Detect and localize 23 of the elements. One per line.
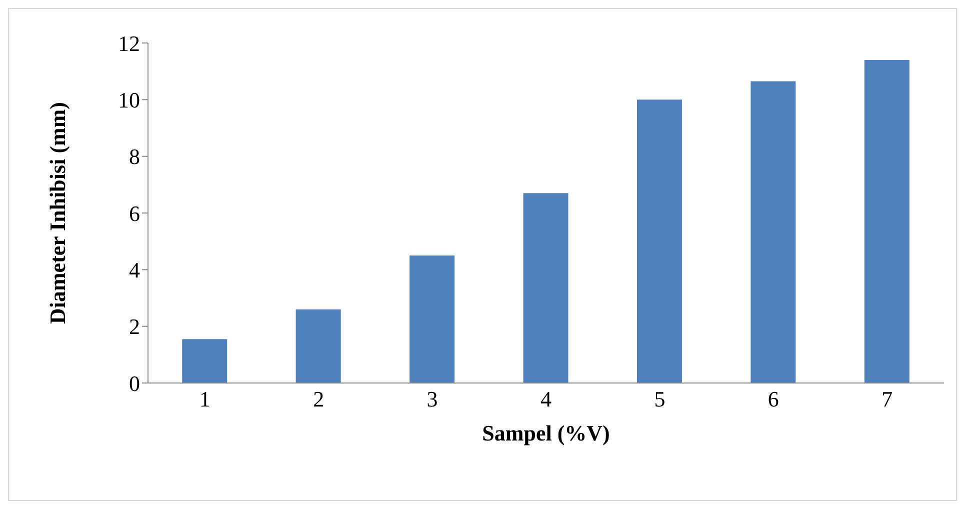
bar — [750, 81, 796, 383]
x-tick-label: 2 — [313, 386, 324, 412]
y-tick-label: 6 — [129, 200, 140, 226]
x-tick-label: 5 — [654, 386, 666, 412]
y-axis-title: Diameter Inhibisi (mm) — [44, 102, 70, 324]
y-tick-label: 0 — [129, 370, 140, 396]
bar — [182, 339, 228, 383]
x-tick-label: 3 — [426, 386, 438, 412]
bar — [410, 256, 455, 383]
y-tick-label: 10 — [118, 87, 140, 112]
x-axis-title: Sampel (%V) — [482, 420, 610, 446]
x-tick-label: 1 — [199, 386, 210, 412]
bar — [296, 309, 341, 383]
bar — [636, 100, 682, 383]
bar — [523, 193, 568, 383]
y-tick-label: 8 — [129, 144, 140, 170]
y-tick-label: 12 — [118, 30, 140, 56]
y-tick-label: 4 — [129, 257, 140, 282]
x-tick-label: 4 — [540, 386, 552, 412]
x-tick-label: 6 — [768, 386, 779, 412]
y-tick-label: 2 — [129, 314, 140, 340]
bar — [864, 60, 910, 383]
x-tick-label: 7 — [882, 386, 893, 412]
